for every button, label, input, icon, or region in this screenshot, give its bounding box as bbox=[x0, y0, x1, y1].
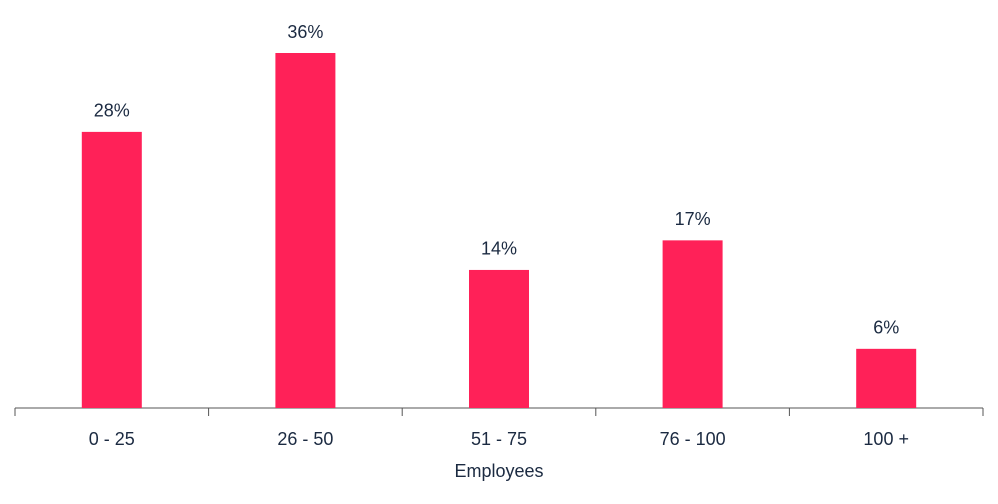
data-label: 28% bbox=[94, 101, 130, 121]
bar bbox=[81, 131, 142, 408]
x-tick-label: 51 - 75 bbox=[471, 429, 527, 449]
data-label: 36% bbox=[287, 22, 323, 42]
bar bbox=[275, 53, 336, 408]
bar bbox=[469, 269, 529, 408]
x-axis-title: Employees bbox=[454, 461, 543, 481]
bar bbox=[662, 240, 723, 408]
data-label: 14% bbox=[481, 239, 517, 259]
x-tick-label: 26 - 50 bbox=[277, 429, 333, 449]
bar bbox=[856, 348, 917, 408]
x-tick-label: 76 - 100 bbox=[660, 429, 726, 449]
data-label: 17% bbox=[675, 209, 711, 229]
x-tick-label: 0 - 25 bbox=[89, 429, 135, 449]
x-tick-label: 100 + bbox=[863, 429, 909, 449]
data-label: 6% bbox=[873, 318, 899, 338]
